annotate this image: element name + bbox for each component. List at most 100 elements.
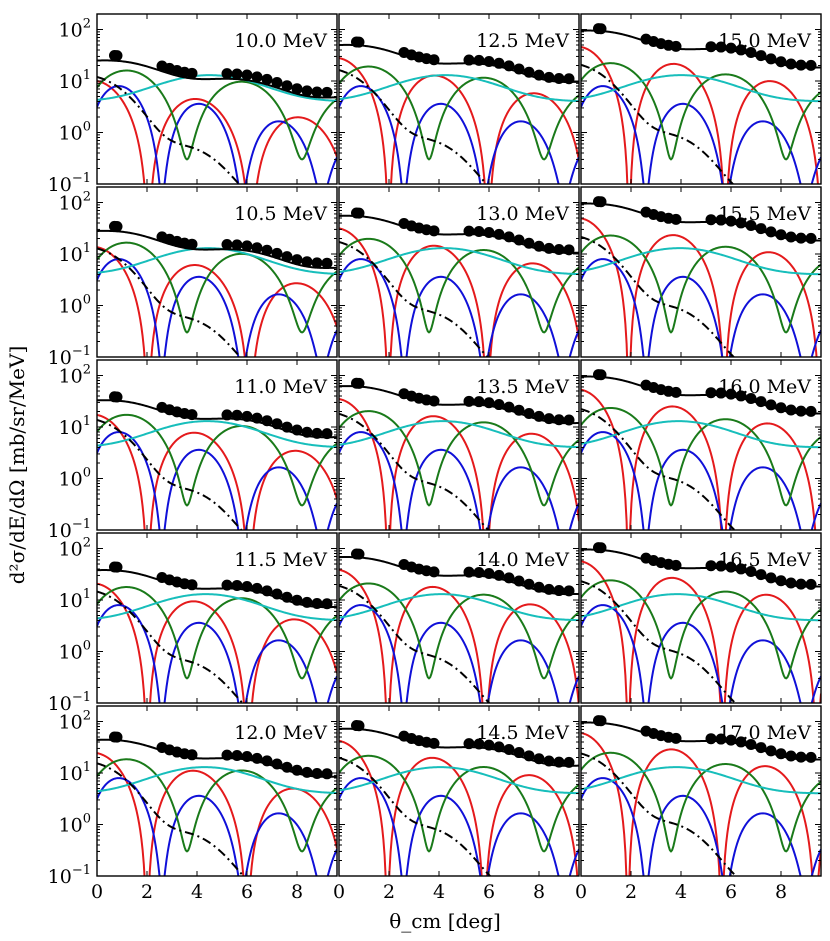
series-dashdot-line xyxy=(581,235,736,357)
y-tick-label: 101 xyxy=(59,414,91,439)
x-tick-label: 4 xyxy=(191,881,203,903)
data-point xyxy=(775,575,787,587)
series-L1-line xyxy=(97,258,337,357)
panel-frame xyxy=(580,186,822,358)
data-point xyxy=(241,751,253,763)
data-point xyxy=(785,404,797,416)
series-L1-line xyxy=(339,777,579,876)
data-point xyxy=(321,428,333,440)
series-L2-line xyxy=(581,579,821,680)
data-point xyxy=(353,377,365,389)
data-point xyxy=(111,731,123,743)
data-point xyxy=(513,747,525,759)
data-point xyxy=(271,758,283,770)
y-tick-label: 10−1 xyxy=(48,517,91,542)
data-point xyxy=(483,55,495,67)
data-point xyxy=(765,399,777,411)
y-tick-label: 10−1 xyxy=(48,863,91,888)
data-point xyxy=(483,568,495,580)
data-point xyxy=(231,579,243,591)
data-point xyxy=(503,572,515,584)
series-L0-line xyxy=(581,217,818,357)
x-tick-label: 4 xyxy=(433,881,445,903)
data-point xyxy=(428,566,440,578)
data-point xyxy=(755,569,767,581)
y-tick-label: 102 xyxy=(59,536,91,561)
series-L3-line xyxy=(339,420,579,449)
y-tick-label: 102 xyxy=(59,363,91,388)
panel-plot-area xyxy=(581,23,821,184)
panel: 12.5 MeV xyxy=(338,13,580,185)
data-point xyxy=(291,83,303,95)
series-L3-line xyxy=(339,247,579,276)
data-point xyxy=(261,755,273,767)
data-point xyxy=(186,67,198,79)
panel-plot-area xyxy=(581,715,821,876)
data-point xyxy=(745,219,757,231)
series-L0-line xyxy=(97,246,337,357)
data-point xyxy=(493,741,505,753)
data-point xyxy=(775,748,787,760)
data-point xyxy=(251,242,263,254)
data-point xyxy=(553,756,565,768)
data-point xyxy=(301,426,313,438)
data-point xyxy=(111,561,123,573)
series-L2-line xyxy=(581,234,821,334)
data-point xyxy=(715,387,727,399)
data-point xyxy=(251,582,263,594)
series-L0-line xyxy=(97,80,337,184)
panel-plot-area xyxy=(581,369,821,530)
series-L2-line xyxy=(97,413,337,507)
x-tick-label: 4 xyxy=(675,881,687,903)
data-point xyxy=(533,69,545,81)
y-tick-label: 102 xyxy=(59,190,91,215)
data-point xyxy=(725,42,737,54)
x-tick-label: 0 xyxy=(91,881,103,903)
x-tick-label: 8 xyxy=(775,881,787,903)
energy-label: 17.0 MeV xyxy=(718,722,811,744)
panel-frame xyxy=(96,532,338,704)
data-point xyxy=(463,738,475,750)
panel: 15.0 MeV xyxy=(580,13,822,185)
data-point xyxy=(785,577,797,589)
data-point xyxy=(311,598,323,610)
series-L3-line xyxy=(339,766,579,795)
panel-plot-area xyxy=(339,548,579,703)
series-L1-line xyxy=(581,604,821,703)
series-L1-line xyxy=(339,604,579,703)
series-L2-line xyxy=(339,754,579,853)
energy-label: 12.5 MeV xyxy=(476,30,569,52)
data-point xyxy=(311,257,323,269)
data-point xyxy=(186,409,198,421)
data-point xyxy=(503,743,515,755)
data-point xyxy=(795,405,807,417)
y-tick-label: 10−1 xyxy=(48,344,91,369)
series-L3-line xyxy=(581,420,821,449)
data-point xyxy=(543,242,555,254)
y-tick-label: 100 xyxy=(59,466,91,491)
data-point xyxy=(735,44,747,56)
energy-label: 16.5 MeV xyxy=(718,549,811,571)
data-point xyxy=(186,749,198,761)
series-L3-line xyxy=(97,420,337,448)
data-point xyxy=(281,251,293,263)
data-point xyxy=(241,410,253,422)
data-point xyxy=(670,559,682,571)
data-point xyxy=(483,739,495,751)
data-point xyxy=(765,226,777,238)
panel-frame xyxy=(96,186,338,358)
data-point xyxy=(553,73,565,84)
panel-plot-area xyxy=(339,207,579,357)
data-point xyxy=(595,23,607,35)
data-point xyxy=(735,563,747,575)
data-point xyxy=(725,388,737,400)
data-point xyxy=(473,396,485,408)
series-L1-line xyxy=(339,85,579,184)
y-tick-label: 100 xyxy=(59,293,91,318)
panel-plot-area xyxy=(97,220,337,357)
panel: 10.0 MeV 10−1 100 101 102 xyxy=(48,13,338,196)
data-point xyxy=(428,54,440,66)
y-tick-label: 10−1 xyxy=(48,690,91,715)
panel-frame xyxy=(96,359,338,531)
data-point xyxy=(553,244,565,256)
